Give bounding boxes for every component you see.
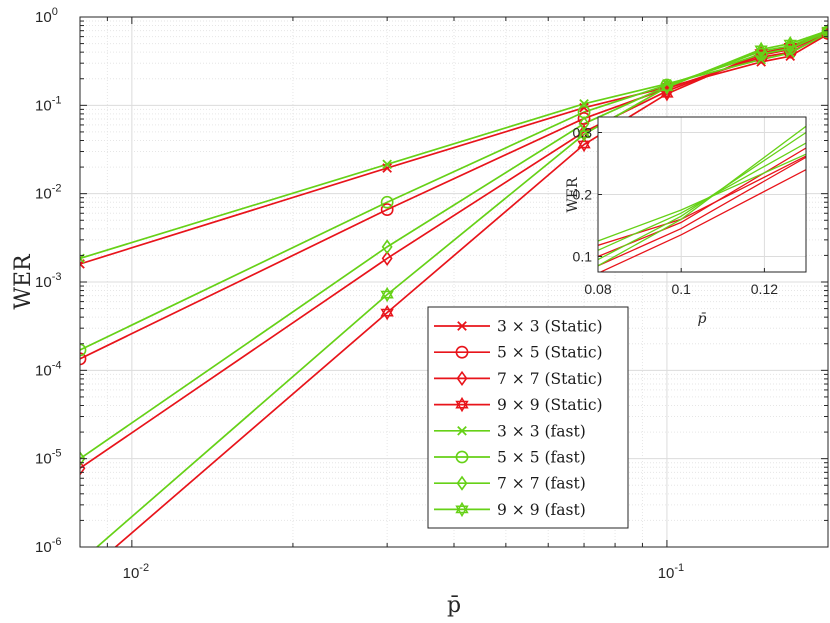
data-point xyxy=(783,42,797,55)
legend-label: 7 × 7 (Static) xyxy=(497,370,603,388)
inset-x-axis-label: p̄ xyxy=(698,311,707,327)
data-point xyxy=(381,250,393,266)
x-tick-label: 10-1 xyxy=(658,562,684,582)
data-point xyxy=(783,35,797,52)
data-point xyxy=(382,159,392,170)
legend-marker xyxy=(455,345,469,359)
data-point xyxy=(821,22,828,39)
y-axis-label: WER xyxy=(11,253,36,310)
legend-item: 3 × 3 (Static) xyxy=(434,318,603,336)
inset-x-tick-label: 0.12 xyxy=(751,281,778,297)
legend-item: 7 × 7 (fast) xyxy=(434,475,586,493)
legend-marker xyxy=(456,475,468,491)
legend-item: 9 × 9 (fast) xyxy=(434,501,586,519)
data-point xyxy=(754,41,768,58)
inset-x-tick-label: 0.1 xyxy=(671,281,691,297)
legend-marker xyxy=(455,396,469,413)
legend-items: 3 × 3 (Static) 5 × 5 (Static) 7 × 7 (Stati… xyxy=(434,318,603,519)
data-point xyxy=(382,163,392,173)
data-point xyxy=(380,203,394,217)
legend-item: 5 × 5 (fast) xyxy=(434,449,586,467)
y-tick-label: 10-3 xyxy=(35,271,61,291)
inset-series-line-4 xyxy=(599,169,806,272)
inset-y-tick-label: 0.3 xyxy=(573,125,593,141)
legend-marker xyxy=(457,321,467,331)
inset-tick-labels: 0.08 0.1 0.12 0.1 0.2 0.3 xyxy=(573,125,779,298)
legend-item: 3 × 3 (fast) xyxy=(434,422,586,440)
legend-item: 5 × 5 (Static) xyxy=(434,344,603,362)
data-point xyxy=(754,47,768,61)
y-tick-label: 100 xyxy=(35,6,58,26)
data-point xyxy=(754,50,768,64)
y-tick-label: 10-1 xyxy=(35,94,61,114)
y-tick-label: 10-5 xyxy=(35,448,61,468)
inset-tick-marks xyxy=(597,132,765,272)
data-point xyxy=(821,25,828,39)
inset-y-axis-label: WER xyxy=(565,177,581,213)
data-point xyxy=(577,126,591,142)
main-tick-labels: 10-2 10-1 10-6 10-5 10-4 10-3 10-2 10-1 100 xyxy=(35,6,684,582)
inset-series-line-8 xyxy=(598,125,806,267)
main-series-markers xyxy=(80,22,828,476)
inset-series-line-5 xyxy=(598,153,806,242)
inset-y-tick-label: 0.1 xyxy=(573,249,593,265)
legend-item: 7 × 7 (Static) xyxy=(434,370,603,388)
legend-marker xyxy=(455,501,469,518)
data-point xyxy=(380,286,394,303)
inset-axes: 0.08 0.1 0.12 0.1 0.2 0.3 p̄ WER xyxy=(565,116,807,327)
y-tick-label: 10-6 xyxy=(35,536,61,556)
data-point xyxy=(80,460,86,476)
legend-box xyxy=(427,306,629,529)
inset-series-line-3 xyxy=(598,156,806,267)
legend-label: 3 × 3 (fast) xyxy=(497,422,586,440)
data-point xyxy=(380,304,394,321)
y-tick-label: 10-4 xyxy=(35,359,61,379)
data-point xyxy=(380,195,394,209)
data-point xyxy=(80,451,86,467)
data-point xyxy=(381,239,393,255)
inset-y-tick-label: 0.2 xyxy=(573,187,593,203)
inset-series-lines xyxy=(598,125,806,272)
legend-label: 5 × 5 (Static) xyxy=(497,344,603,362)
inset-series-line-6 xyxy=(598,142,806,251)
inset-x-tick-label: 0.08 xyxy=(584,281,611,297)
legend: 3 × 3 (Static) 5 × 5 (Static) 7 × 7 (Stati… xyxy=(427,306,629,529)
legend-marker xyxy=(457,425,467,436)
main-tick-marks xyxy=(79,16,829,548)
data-point xyxy=(660,79,674,95)
x-axis-label: p̄ xyxy=(447,593,461,618)
legend-label: 9 × 9 (fast) xyxy=(497,501,586,519)
x-tick-label: 10-2 xyxy=(123,562,149,582)
data-point xyxy=(578,116,590,132)
y-tick-label: 10-2 xyxy=(35,183,61,203)
legend-label: 3 × 3 (Static) xyxy=(497,318,603,336)
legend-item: 9 × 9 (Static) xyxy=(434,396,603,414)
legend-label: 9 × 9 (Static) xyxy=(497,396,603,414)
main-axes: 10-2 10-1 10-6 10-5 10-4 10-3 10-2 10-1 100 p̄ W… xyxy=(11,6,829,618)
data-point xyxy=(579,102,589,113)
legend-label: 5 × 5 (fast) xyxy=(497,449,586,467)
inset-series-line-7 xyxy=(598,131,806,261)
legend-label: 7 × 7 (fast) xyxy=(497,475,586,493)
data-point xyxy=(577,112,591,125)
legend-marker xyxy=(455,450,469,464)
legend-marker xyxy=(456,370,468,386)
